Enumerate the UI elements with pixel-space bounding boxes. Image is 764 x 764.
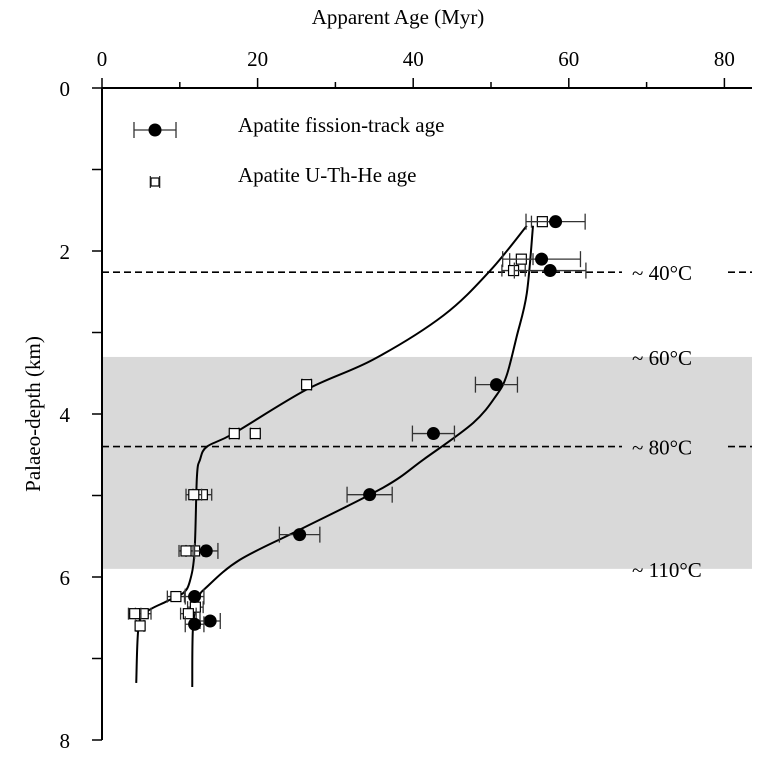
uthhe-point xyxy=(301,379,313,391)
uthhe-point xyxy=(170,590,182,603)
uthhe-point xyxy=(129,608,141,620)
x-tick-label: 80 xyxy=(714,47,735,71)
y-tick-label: 6 xyxy=(60,566,71,590)
uthhe-point xyxy=(249,427,261,440)
aft-point xyxy=(293,528,307,542)
isotherm-label: ~ 40°C xyxy=(632,261,692,285)
y-tick-label: 8 xyxy=(60,729,71,753)
aft-point xyxy=(543,264,557,278)
shaded-band xyxy=(102,356,752,569)
aft-point xyxy=(426,427,440,441)
uthhe-point xyxy=(228,427,240,440)
aft-point xyxy=(199,544,213,558)
aft-point xyxy=(363,488,377,502)
legend-uthhe-marker xyxy=(150,177,160,187)
model-curve xyxy=(135,225,528,683)
x-tick-label: 60 xyxy=(558,47,579,71)
x-tick-label: 0 xyxy=(97,47,108,71)
aft-point xyxy=(188,617,202,631)
y-tick-label: 0 xyxy=(60,77,71,101)
aft-point xyxy=(489,378,503,392)
legend-aft-marker xyxy=(148,123,162,137)
uthhe-point xyxy=(188,489,200,501)
aft-point xyxy=(188,590,202,604)
x-tick-label: 20 xyxy=(247,47,268,71)
x-tick-label: 40 xyxy=(403,47,424,71)
aft-point xyxy=(549,215,563,229)
y-tick-label: 2 xyxy=(60,240,71,264)
legend-aft-label: Apatite fission-track age xyxy=(238,113,444,137)
isotherm-label: ~ 60°C xyxy=(632,346,692,370)
aft-point xyxy=(203,614,217,628)
uthhe-point xyxy=(134,620,146,632)
x-axis-label: Apparent Age (Myr) xyxy=(312,5,485,29)
isotherm-label: ~ 80°C xyxy=(632,436,692,460)
uthhe-point xyxy=(182,608,194,620)
legend-uthhe-label: Apatite U-Th-He age xyxy=(238,163,416,187)
y-axis-label: Palaeo-depth (km) xyxy=(21,336,45,492)
aft-point xyxy=(535,252,549,266)
isotherm-label: ~ 110°C xyxy=(632,558,702,582)
uthhe-point xyxy=(180,545,192,557)
y-tick-label: 4 xyxy=(60,403,71,427)
